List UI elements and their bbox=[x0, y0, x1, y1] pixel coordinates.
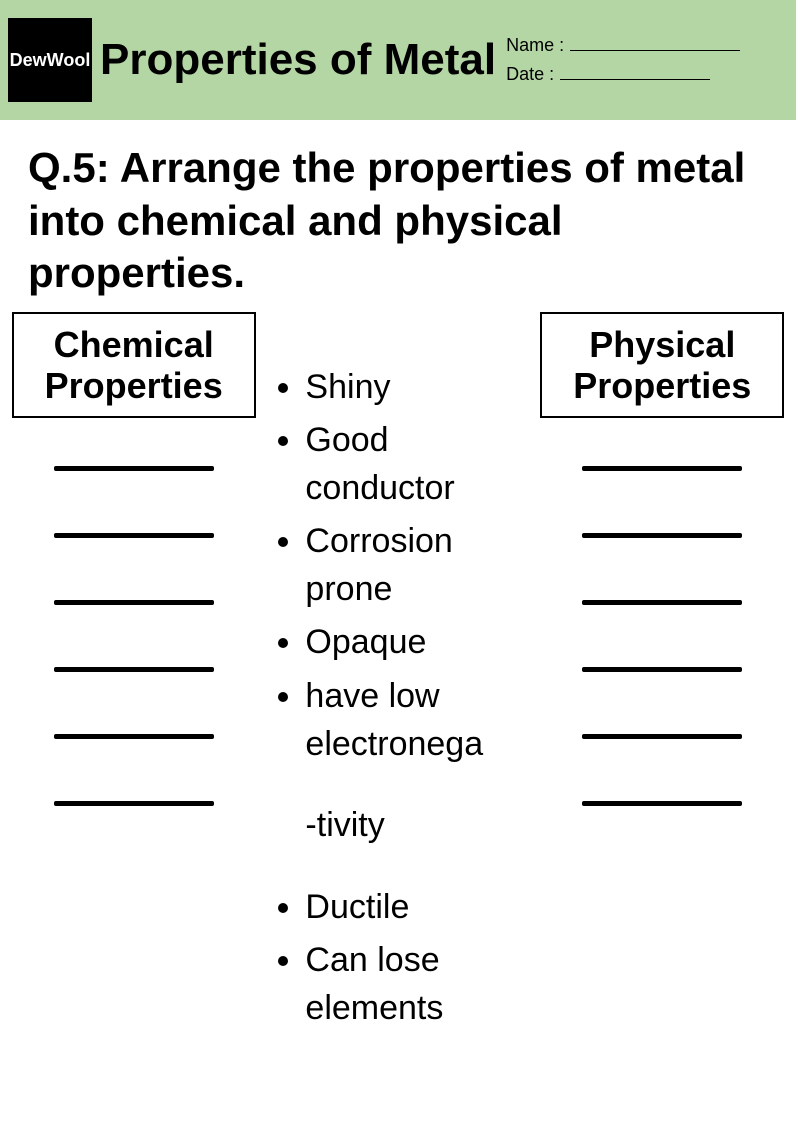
physical-column: Physical Properties bbox=[537, 312, 788, 807]
answer-blank[interactable] bbox=[54, 734, 214, 739]
answer-blank[interactable] bbox=[54, 801, 214, 806]
answer-blank[interactable] bbox=[582, 734, 742, 739]
answer-blank[interactable] bbox=[54, 533, 214, 538]
answer-blank[interactable] bbox=[54, 466, 214, 471]
worksheet-header: DewWool Properties of Metal Name : Date … bbox=[0, 0, 796, 120]
answer-blank[interactable] bbox=[54, 600, 214, 605]
property-item: Can lose elements bbox=[305, 937, 536, 1032]
property-item: Ductile bbox=[305, 884, 536, 932]
name-label: Name : bbox=[506, 35, 564, 56]
answer-blank[interactable] bbox=[582, 667, 742, 672]
chemical-blanks bbox=[54, 418, 214, 806]
properties-column: Shiny Good conductorCorrosion prone Opaque… bbox=[259, 312, 536, 1073]
date-row: Date : bbox=[506, 64, 710, 85]
page-title: Properties of Metal bbox=[100, 35, 496, 85]
properties-list: Shiny Good conductorCorrosion prone Opaque… bbox=[259, 364, 536, 1039]
brand-logo-text: DewWool bbox=[10, 50, 91, 71]
property-item: Good conductor bbox=[305, 417, 536, 512]
brand-logo: DewWool bbox=[8, 18, 92, 102]
date-label: Date : bbox=[506, 64, 554, 85]
property-item: Shiny bbox=[305, 364, 536, 412]
name-row: Name : bbox=[506, 35, 740, 56]
question-prompt: Q.5: Arrange the properties of metal int… bbox=[0, 120, 796, 300]
answer-blank[interactable] bbox=[582, 533, 742, 538]
physical-blanks bbox=[582, 418, 742, 806]
answer-blank[interactable] bbox=[54, 667, 214, 672]
answer-blank[interactable] bbox=[582, 466, 742, 471]
physical-heading: Physical Properties bbox=[540, 312, 784, 419]
name-blank-line[interactable] bbox=[570, 50, 740, 51]
property-item: -tivity bbox=[305, 802, 536, 850]
property-item: have low electronega bbox=[305, 673, 536, 768]
property-item: Corrosion prone bbox=[305, 518, 536, 613]
answer-blank[interactable] bbox=[582, 801, 742, 806]
answer-blank[interactable] bbox=[582, 600, 742, 605]
chemical-column: Chemical Properties bbox=[8, 312, 259, 807]
student-meta: Name : Date : bbox=[496, 31, 796, 89]
chemical-heading: Chemical Properties bbox=[12, 312, 256, 419]
property-item: Opaque bbox=[305, 619, 536, 667]
worksheet-columns: Chemical Properties ShinyGood conductorC… bbox=[0, 300, 796, 1073]
date-blank-line[interactable] bbox=[560, 79, 710, 80]
